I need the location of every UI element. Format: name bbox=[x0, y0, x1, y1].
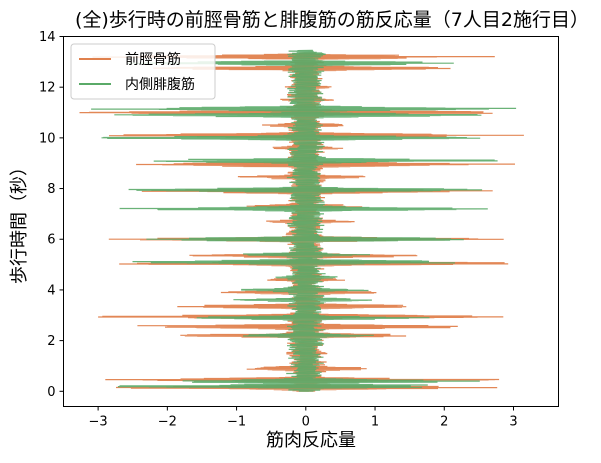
legend: 前脛骨筋 内側腓腹筋 bbox=[70, 43, 216, 100]
y-tick-label: 4 bbox=[47, 283, 55, 298]
x-axis-label: 筋肉反応量 bbox=[266, 430, 356, 451]
y-tick-label: 6 bbox=[47, 233, 55, 248]
x-tick-label: −3 bbox=[89, 415, 108, 430]
y-tick-label: 0 bbox=[47, 385, 55, 400]
legend-label-0: 前脛骨筋 bbox=[125, 51, 181, 68]
y-tick-label: 2 bbox=[47, 334, 55, 349]
legend-label-1: 内側腓腹筋 bbox=[125, 76, 195, 93]
x-tick-label: −2 bbox=[158, 415, 177, 430]
y-tick-label: 12 bbox=[39, 81, 56, 96]
y-tick-label: 14 bbox=[39, 30, 56, 45]
series-layer bbox=[79, 49, 524, 392]
x-tick-label: 2 bbox=[440, 415, 448, 430]
plot-frame bbox=[63, 36, 559, 407]
y-tick-label: 8 bbox=[47, 182, 55, 197]
x-tick-label: 0 bbox=[302, 415, 310, 430]
x-tick-label: 1 bbox=[371, 415, 379, 430]
y-tick-label: 10 bbox=[39, 131, 56, 146]
x-tick-label: 3 bbox=[509, 415, 517, 430]
y-axis-label: 歩行時間（秒） bbox=[9, 158, 30, 284]
series-line-1 bbox=[91, 49, 517, 392]
legend-box bbox=[70, 43, 216, 100]
chart-title: (全)歩行時の前脛骨筋と腓腹筋の筋反応量（7人目2施行目） bbox=[75, 9, 589, 31]
x-tick-label: −1 bbox=[227, 415, 246, 430]
y-axis: 0 2 4 6 8 10 12 14 bbox=[39, 30, 64, 400]
x-axis: −3 −2 −1 0 1 2 3 bbox=[89, 406, 518, 430]
